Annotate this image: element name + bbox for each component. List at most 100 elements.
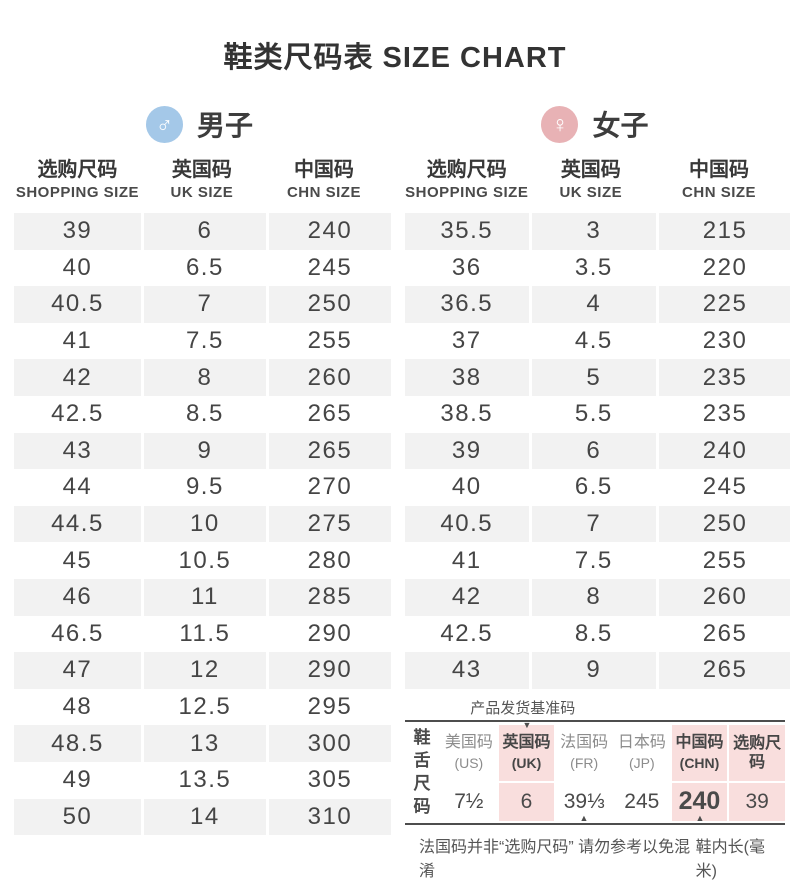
ref-value-chn: 240 xyxy=(671,782,728,821)
size-cell: 8 xyxy=(531,578,657,616)
table-row: 42 8 260 xyxy=(405,578,790,616)
table-row: 38 5 235 xyxy=(405,359,790,396)
size-cell: 270 xyxy=(307,473,353,501)
size-cell: 42.5 xyxy=(51,400,104,428)
reference-section: 产品发货基准码 鞋舌尺码 美国码 (US) 英国码 (UK) 法国码 (FR) 日本码 (JP… xyxy=(405,700,785,881)
column-header-en: SHOPPING SIZE xyxy=(405,184,529,201)
size-cell: 260 xyxy=(268,359,391,396)
size-cell: 36.5 xyxy=(405,286,529,323)
size-cell: 310 xyxy=(268,798,391,836)
table-row: 42.5 8.5 265 xyxy=(14,396,385,433)
table-row: 42 8 260 xyxy=(14,359,391,396)
table-row: 36.5 4 225 xyxy=(405,286,790,323)
reference-bottom-rule: ▲ ▲ xyxy=(405,813,785,825)
fr-size-footnote: 法国码并非“选购尺码” 请勿参考以免混淆 xyxy=(419,838,691,880)
size-cell: 42.5 xyxy=(440,619,494,647)
inner-length-footnote: 鞋内长(毫米) xyxy=(695,838,765,880)
size-cell: 285 xyxy=(268,578,391,616)
male-icon: ♂ xyxy=(145,105,183,143)
women-column-headers: 选购尺码 SHOPPING SIZE 英国码 UK SIZE 中国码 CHN S… xyxy=(405,158,785,201)
men-section: ♂ 男子 选购尺码 SHOPPING SIZE 英国码 UK SIZE 中国码 … xyxy=(14,102,391,881)
table-row: 40.5 7 250 xyxy=(14,286,391,323)
column-header-zh: 选购尺码 xyxy=(426,159,507,181)
size-cell: 245 xyxy=(307,253,353,281)
reference-top-rule xyxy=(405,719,785,722)
table-row: 46.5 11.5 290 xyxy=(14,616,385,653)
column-header-en: CHN SIZE xyxy=(286,184,361,201)
size-cell: 12.5 xyxy=(178,693,232,721)
size-cell: 265 xyxy=(268,432,391,470)
up-arrow-icon: ▲ xyxy=(579,812,589,823)
size-cell: 4 xyxy=(531,286,657,323)
size-cell: 260 xyxy=(659,578,790,616)
women-section-title: 女子 xyxy=(592,110,649,141)
column-header-uk-size: 英国码 UK SIZE xyxy=(141,158,263,201)
size-cell: 290 xyxy=(268,652,391,689)
size-cell: 12 xyxy=(143,652,266,689)
size-cell: 39 xyxy=(405,432,529,470)
size-cell: 9.5 xyxy=(185,473,224,501)
size-cell: 265 xyxy=(659,652,790,689)
size-cell: 6.5 xyxy=(185,253,224,281)
women-section-header: ♀ 女子 xyxy=(405,102,785,146)
size-tables: ♂ 男子 选购尺码 SHOPPING SIZE 英国码 UK SIZE 中国码 … xyxy=(0,102,790,881)
size-cell: 220 xyxy=(702,253,748,281)
column-header-chn-size: 中国码 CHN SIZE xyxy=(653,158,785,201)
column-header-chn-size: 中国码 CHN SIZE xyxy=(263,158,385,201)
table-row: 36 3.5 220 xyxy=(405,250,785,287)
table-row: 40.5 7 250 xyxy=(405,505,790,543)
reference-footnotes: 法国码并非“选购尺码” 请勿参考以免混淆 鞋内长(毫米) xyxy=(405,833,785,881)
table-row: 41 7.5 255 xyxy=(14,323,385,360)
table-row: 39 6 240 xyxy=(405,432,790,470)
table-row: 47 12 290 xyxy=(14,652,391,689)
table-row: 44.5 10 275 xyxy=(14,505,391,543)
size-cell: 5 xyxy=(531,359,657,396)
size-cell: 265 xyxy=(307,400,353,428)
female-icon: ♀ xyxy=(541,105,579,143)
size-cell: 42 xyxy=(14,359,141,396)
size-cell: 39 xyxy=(14,213,141,250)
column-header-zh: 选购尺码 xyxy=(37,159,118,181)
size-cell: 48.5 xyxy=(14,725,141,762)
ref-column-header-fr: 法国码 (FR) xyxy=(560,733,609,771)
size-cell: 8.5 xyxy=(574,619,613,647)
size-cell: 4.5 xyxy=(574,327,613,355)
table-row: 44 9.5 270 xyxy=(14,469,385,506)
size-cell: 250 xyxy=(268,286,391,323)
size-cell: 10 xyxy=(143,505,266,543)
size-cell: 280 xyxy=(307,546,353,574)
men-section-header: ♂ 男子 xyxy=(14,102,385,146)
ref-value-shopping: 39 xyxy=(729,782,785,821)
size-cell: 48 xyxy=(62,693,93,721)
size-cell: 13 xyxy=(143,725,266,762)
column-header-uk-size: 英国码 UK SIZE xyxy=(529,158,654,201)
size-cell: 255 xyxy=(307,327,353,355)
size-cell: 290 xyxy=(307,619,353,647)
size-cell: 300 xyxy=(268,725,391,762)
shipping-baseline-label: 产品发货基准码 xyxy=(470,699,576,717)
size-cell: 9 xyxy=(143,432,266,470)
ref-value-uk: 6 xyxy=(498,782,555,821)
column-header-shopping-size: 选购尺码 SHOPPING SIZE xyxy=(14,158,141,201)
size-cell: 36 xyxy=(451,253,482,281)
size-cell: 43 xyxy=(405,652,529,689)
size-cell: 40 xyxy=(451,473,482,501)
size-cell: 49 xyxy=(62,766,93,794)
table-row: 41 7.5 255 xyxy=(405,542,785,579)
size-cell: 6 xyxy=(531,432,657,470)
size-cell: 11 xyxy=(143,578,266,616)
size-cell: 44 xyxy=(62,473,93,501)
size-cell: 3.5 xyxy=(574,253,613,281)
size-cell: 41 xyxy=(451,546,482,574)
column-header-zh: 英国码 xyxy=(171,159,232,181)
men-section-title: 男子 xyxy=(196,110,253,141)
size-cell: 7 xyxy=(143,286,266,323)
column-header-zh: 中国码 xyxy=(689,159,750,181)
table-row: 49 13.5 305 xyxy=(14,762,385,799)
down-arrow-icon: ▼ xyxy=(522,719,532,730)
size-cell: 6.5 xyxy=(574,473,613,501)
size-cell: 7.5 xyxy=(185,327,224,355)
table-row: 35.5 3 215 xyxy=(405,213,790,250)
column-header-zh: 英国码 xyxy=(560,159,621,181)
size-cell: 8 xyxy=(143,359,266,396)
